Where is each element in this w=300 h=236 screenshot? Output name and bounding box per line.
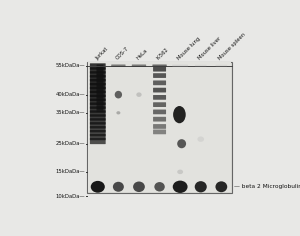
Ellipse shape bbox=[197, 136, 204, 142]
FancyBboxPatch shape bbox=[97, 67, 104, 71]
Text: HeLa: HeLa bbox=[135, 48, 148, 61]
Ellipse shape bbox=[91, 181, 105, 193]
Bar bbox=[88, 62, 231, 192]
FancyBboxPatch shape bbox=[97, 64, 104, 68]
Ellipse shape bbox=[115, 91, 122, 98]
FancyBboxPatch shape bbox=[195, 65, 207, 66]
FancyBboxPatch shape bbox=[153, 124, 166, 129]
Ellipse shape bbox=[215, 181, 227, 192]
FancyBboxPatch shape bbox=[97, 104, 104, 108]
FancyBboxPatch shape bbox=[97, 99, 104, 103]
FancyBboxPatch shape bbox=[90, 130, 106, 136]
FancyBboxPatch shape bbox=[153, 110, 166, 114]
FancyBboxPatch shape bbox=[97, 87, 104, 91]
Text: 35kDaDa—: 35kDaDa— bbox=[56, 110, 85, 115]
FancyBboxPatch shape bbox=[111, 64, 125, 67]
Text: COS-7: COS-7 bbox=[115, 46, 130, 61]
FancyBboxPatch shape bbox=[153, 80, 166, 85]
Text: Jurkat: Jurkat bbox=[94, 46, 109, 61]
FancyBboxPatch shape bbox=[97, 90, 104, 94]
FancyBboxPatch shape bbox=[90, 91, 106, 97]
FancyBboxPatch shape bbox=[90, 67, 106, 74]
Ellipse shape bbox=[154, 182, 165, 191]
Ellipse shape bbox=[113, 182, 124, 192]
FancyBboxPatch shape bbox=[153, 67, 166, 72]
Text: Mouse lung: Mouse lung bbox=[177, 36, 202, 61]
Ellipse shape bbox=[173, 181, 188, 193]
FancyBboxPatch shape bbox=[90, 71, 106, 77]
Ellipse shape bbox=[195, 181, 207, 192]
FancyBboxPatch shape bbox=[97, 78, 104, 82]
FancyBboxPatch shape bbox=[97, 92, 104, 96]
FancyBboxPatch shape bbox=[153, 95, 166, 100]
FancyBboxPatch shape bbox=[97, 83, 104, 87]
FancyBboxPatch shape bbox=[97, 101, 104, 105]
FancyBboxPatch shape bbox=[90, 79, 106, 85]
FancyBboxPatch shape bbox=[90, 122, 106, 128]
Text: 25kDaDa—: 25kDaDa— bbox=[56, 141, 85, 146]
Text: 55kDaDa—: 55kDaDa— bbox=[56, 63, 85, 68]
FancyBboxPatch shape bbox=[97, 74, 104, 78]
Text: 40kDaDa—: 40kDaDa— bbox=[56, 92, 85, 97]
Ellipse shape bbox=[177, 170, 183, 174]
FancyBboxPatch shape bbox=[172, 65, 188, 67]
FancyBboxPatch shape bbox=[153, 102, 166, 107]
FancyBboxPatch shape bbox=[153, 73, 166, 78]
FancyBboxPatch shape bbox=[90, 95, 106, 101]
FancyBboxPatch shape bbox=[90, 99, 106, 105]
Ellipse shape bbox=[173, 106, 186, 123]
Ellipse shape bbox=[133, 181, 145, 192]
FancyBboxPatch shape bbox=[97, 108, 104, 112]
FancyBboxPatch shape bbox=[90, 134, 106, 140]
FancyBboxPatch shape bbox=[153, 130, 166, 134]
FancyBboxPatch shape bbox=[215, 65, 227, 66]
Text: Mouse liver: Mouse liver bbox=[197, 36, 222, 61]
FancyBboxPatch shape bbox=[90, 138, 106, 144]
Text: 10kDaDa—: 10kDaDa— bbox=[56, 194, 85, 199]
Text: Mouse spleen: Mouse spleen bbox=[218, 32, 247, 61]
FancyBboxPatch shape bbox=[90, 75, 106, 81]
FancyBboxPatch shape bbox=[97, 76, 104, 80]
FancyBboxPatch shape bbox=[97, 106, 104, 110]
FancyBboxPatch shape bbox=[90, 114, 106, 121]
FancyBboxPatch shape bbox=[90, 83, 106, 89]
Text: K-562: K-562 bbox=[156, 47, 170, 61]
FancyBboxPatch shape bbox=[153, 117, 166, 122]
FancyBboxPatch shape bbox=[90, 126, 106, 132]
FancyBboxPatch shape bbox=[97, 94, 104, 98]
Bar bbox=[88, 62, 232, 193]
FancyBboxPatch shape bbox=[90, 87, 106, 93]
Ellipse shape bbox=[136, 92, 142, 97]
FancyBboxPatch shape bbox=[97, 69, 104, 73]
FancyBboxPatch shape bbox=[97, 71, 104, 75]
FancyBboxPatch shape bbox=[90, 63, 106, 70]
FancyBboxPatch shape bbox=[97, 85, 104, 89]
FancyBboxPatch shape bbox=[90, 102, 106, 109]
FancyBboxPatch shape bbox=[152, 64, 167, 67]
FancyBboxPatch shape bbox=[97, 80, 104, 84]
FancyBboxPatch shape bbox=[90, 110, 106, 117]
FancyBboxPatch shape bbox=[97, 97, 104, 101]
FancyBboxPatch shape bbox=[132, 64, 146, 67]
FancyBboxPatch shape bbox=[153, 88, 166, 93]
Ellipse shape bbox=[177, 139, 186, 148]
Ellipse shape bbox=[116, 111, 120, 114]
FancyBboxPatch shape bbox=[90, 106, 106, 113]
FancyBboxPatch shape bbox=[90, 118, 106, 125]
Text: — beta 2 Microglobulin: — beta 2 Microglobulin bbox=[234, 184, 300, 189]
Text: 15kDaDa—: 15kDaDa— bbox=[56, 169, 85, 174]
